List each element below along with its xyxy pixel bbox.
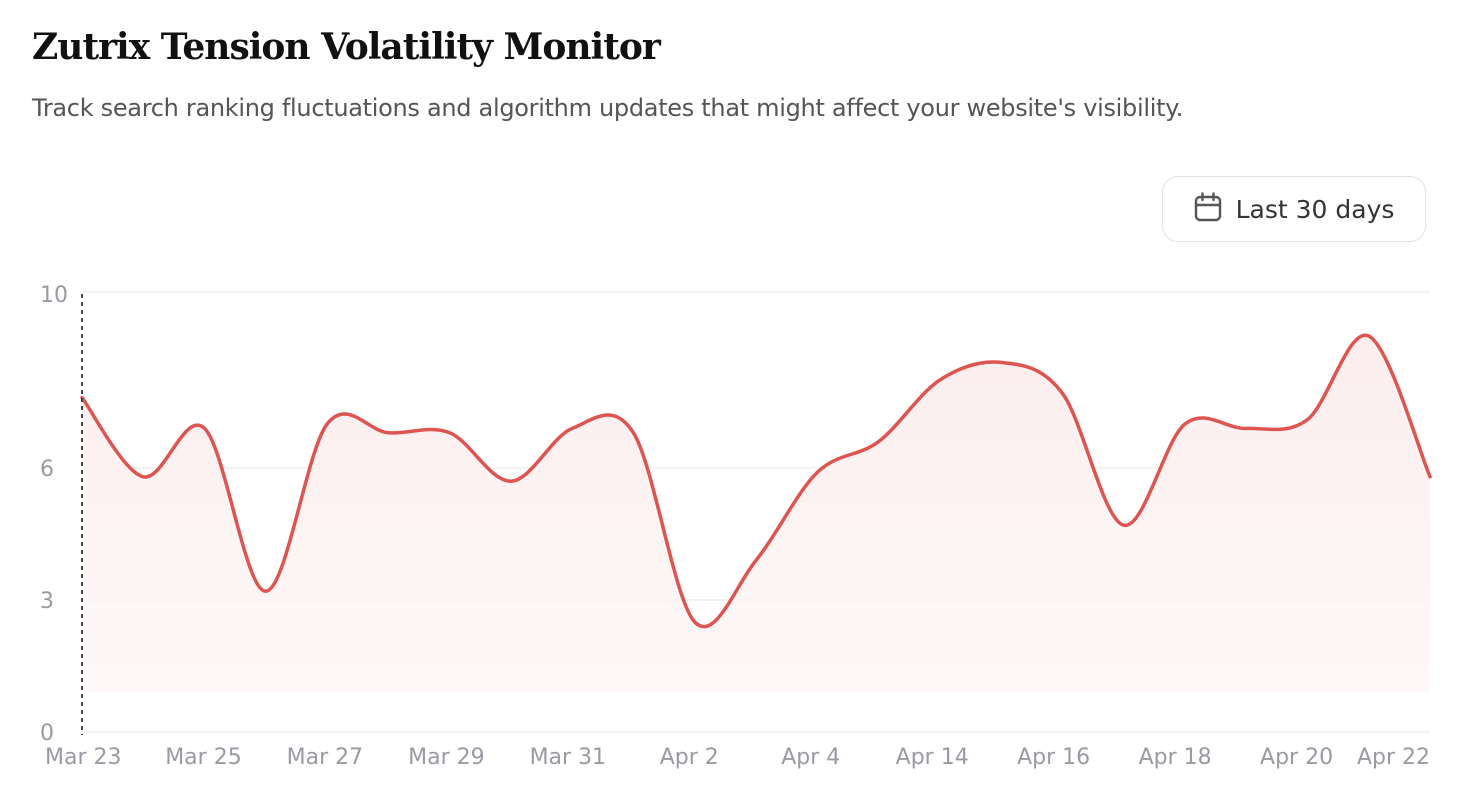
x-tick-label: Apr 4: [781, 745, 840, 770]
data-point[interactable]: [260, 585, 272, 597]
x-tick-label: Apr 2: [660, 745, 719, 770]
page-subtitle: Track search ranking fluctuations and al…: [32, 94, 1184, 122]
data-point[interactable]: [750, 554, 762, 566]
data-point[interactable]: [934, 374, 946, 386]
x-tick-label: Mar 25: [165, 745, 242, 770]
data-point[interactable]: [995, 356, 1007, 368]
volatility-chart: 0 3 6 10 Mar 23 Mar 25 Mar 27 Mar 29 Mar 31 Apr …: [40, 283, 1436, 770]
data-point[interactable]: [1363, 330, 1375, 342]
x-axis: Mar 23 Mar 25 Mar 27 Mar 29 Mar 31 Apr 2 Apr 4…: [45, 745, 1430, 770]
page-title: Zutrix Tension Volatility Monitor: [32, 26, 661, 68]
x-tick-label: Mar 27: [287, 745, 364, 770]
x-tick-label: Apr 18: [1139, 745, 1212, 770]
series-area: [82, 335, 1430, 692]
data-point[interactable]: [1118, 519, 1130, 531]
y-tick-label: 3: [40, 589, 54, 614]
x-tick-label: Apr 22: [1357, 745, 1430, 770]
data-point[interactable]: [873, 436, 885, 448]
data-point[interactable]: [627, 427, 639, 439]
data-point[interactable]: [689, 616, 701, 628]
x-tick-label: Apr 20: [1260, 745, 1333, 770]
y-tick-label: 0: [40, 721, 54, 746]
data-point[interactable]: [566, 422, 578, 434]
data-point[interactable]: [382, 427, 394, 439]
chart-line-layer: [80, 330, 1436, 629]
date-range-button[interactable]: Last 30 days: [1162, 176, 1426, 242]
data-point[interactable]: [811, 466, 823, 478]
y-tick-label: 6: [40, 457, 54, 482]
data-point[interactable]: [199, 422, 211, 434]
data-point[interactable]: [1424, 471, 1436, 483]
data-point[interactable]: [137, 471, 149, 483]
data-point[interactable]: [505, 475, 517, 487]
x-tick-label: Apr 14: [896, 745, 969, 770]
data-point[interactable]: [1240, 422, 1252, 434]
calendar-icon: [1194, 191, 1222, 227]
chart-area: [82, 335, 1430, 692]
x-tick-label: Mar 29: [408, 745, 485, 770]
data-point[interactable]: [1179, 418, 1191, 430]
y-tick-label: 10: [40, 283, 68, 308]
series-line-volatility: [80, 333, 1432, 629]
x-tick-label: Mar 23: [45, 745, 122, 770]
data-point[interactable]: [321, 418, 333, 430]
date-range-label: Last 30 days: [1235, 194, 1395, 224]
data-point[interactable]: [1056, 387, 1068, 399]
x-tick-label: Apr 16: [1017, 745, 1090, 770]
y-axis: 0 3 6 10: [40, 283, 68, 746]
data-point[interactable]: [444, 427, 456, 439]
x-tick-label: Mar 31: [530, 745, 607, 770]
data-point[interactable]: [1301, 414, 1313, 426]
